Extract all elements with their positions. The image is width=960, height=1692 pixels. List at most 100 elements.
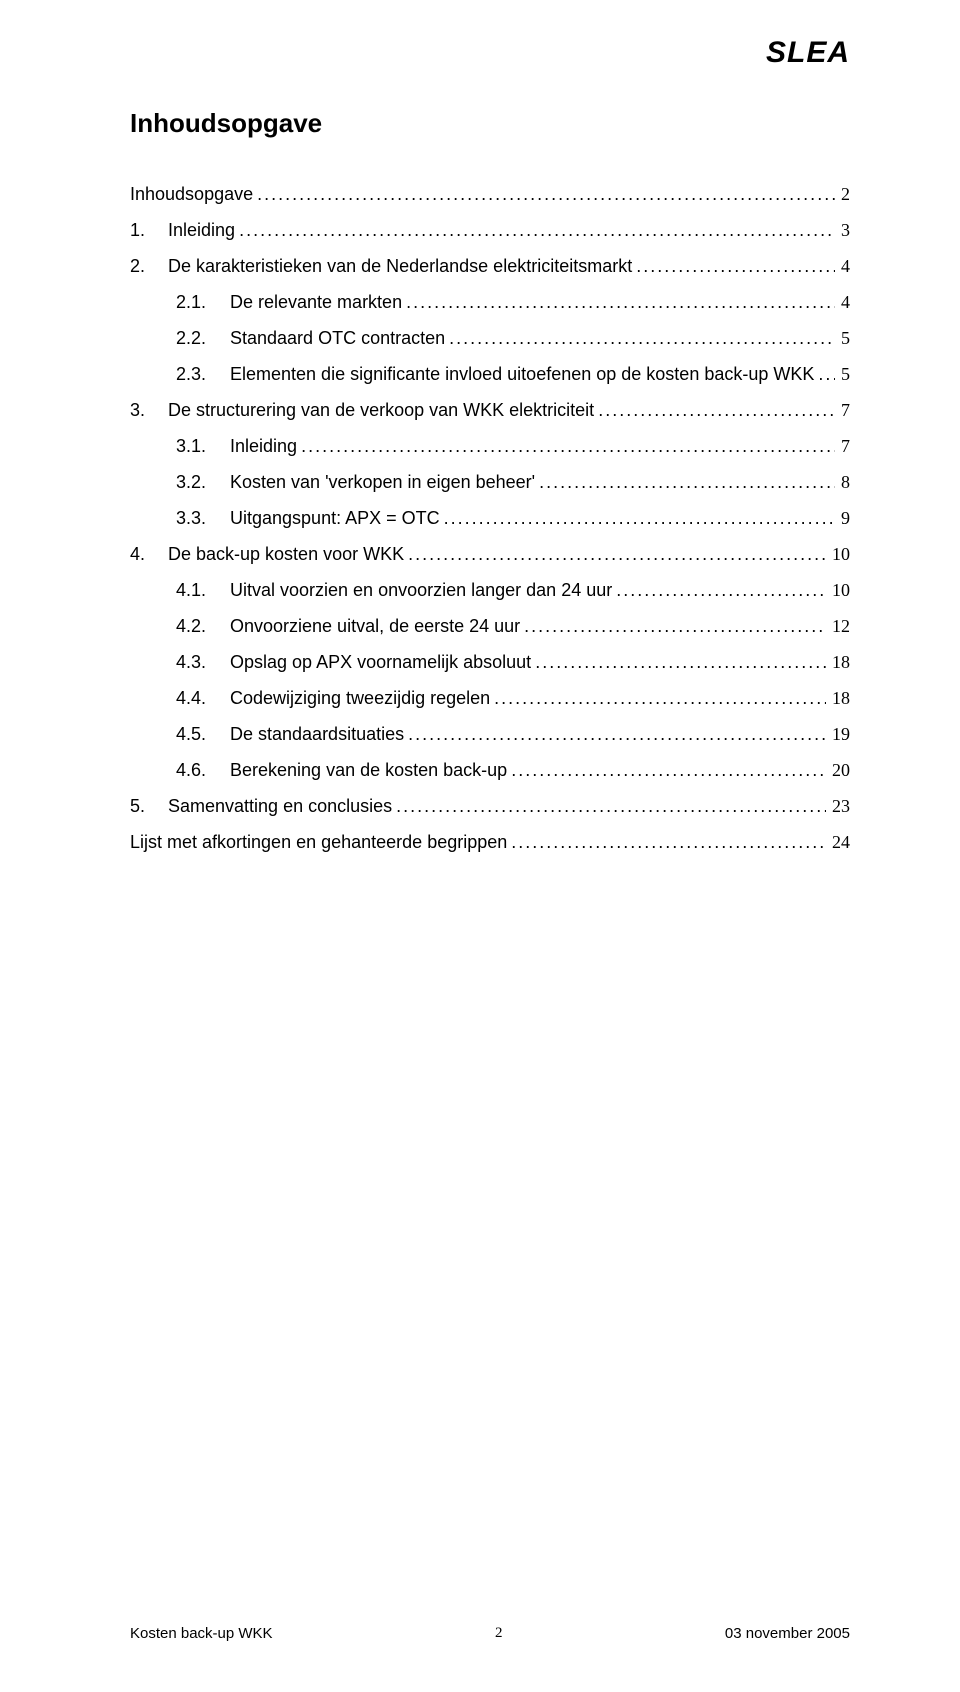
toc-leader-dots — [449, 329, 835, 347]
toc-entry-number: 4.6. — [176, 761, 230, 779]
toc-entry-text: Samenvatting en conclusies — [168, 797, 396, 815]
toc-row: 4.2.Onvoorziene uitval, de eerste 24 uur… — [130, 617, 850, 635]
footer-left: Kosten back-up WKK — [130, 1625, 273, 1642]
toc-entry-text: De back-up kosten voor WKK — [168, 545, 408, 563]
toc-entry-number: 4.4. — [176, 689, 230, 707]
toc-entry-text: Elementen die significante invloed uitoe… — [230, 365, 818, 383]
toc-entry-text: Inhoudsopgave — [130, 185, 257, 203]
toc-row: 1.Inleiding 3 — [130, 221, 850, 239]
toc-row: 3.3.Uitgangspunt: APX = OTC 9 — [130, 509, 850, 527]
toc-leader-dots — [406, 293, 835, 311]
toc-entry-number: 4.3. — [176, 653, 230, 671]
toc-leader-dots — [636, 257, 835, 275]
toc-leader-dots — [408, 545, 826, 563]
toc-entry-number: 4.2. — [176, 617, 230, 635]
toc-entry-number: 3. — [130, 401, 168, 419]
toc-leader-dots — [444, 509, 835, 527]
toc-entry-page: 24 — [826, 833, 850, 851]
toc-entry-text: Standaard OTC contracten — [230, 329, 449, 347]
toc-entry-text: Uitval voorzien en onvoorzien langer dan… — [230, 581, 616, 599]
toc-leader-dots — [239, 221, 835, 239]
toc-leader-dots — [396, 797, 826, 815]
toc-entry-text: De karakteristieken van de Nederlandse e… — [168, 257, 636, 275]
toc-entry-page: 18 — [826, 689, 850, 707]
toc-row: 4.3.Opslag op APX voornamelijk absoluut 1… — [130, 653, 850, 671]
brand-logo: SLEA — [766, 36, 850, 70]
footer-right: 03 november 2005 — [725, 1625, 850, 1642]
toc-leader-dots — [524, 617, 826, 635]
toc-leader-dots — [408, 725, 826, 743]
toc-leader-dots — [511, 833, 826, 851]
toc-leader-dots — [301, 437, 835, 455]
toc-entry-number: 4. — [130, 545, 168, 563]
toc-row: 3.1.Inleiding 7 — [130, 437, 850, 455]
toc-row: Lijst met afkortingen en gehanteerde beg… — [130, 833, 850, 851]
toc-entry-page: 10 — [826, 581, 850, 599]
page-title: Inhoudsopgave — [130, 108, 850, 139]
toc-entry-page: 7 — [835, 401, 850, 419]
toc-row: 4.De back-up kosten voor WKK 10 — [130, 545, 850, 563]
toc-entry-text: Onvoorziene uitval, de eerste 24 uur — [230, 617, 524, 635]
toc-entry-page: 3 — [835, 221, 850, 239]
toc-entry-text: Codewijziging tweezijdig regelen — [230, 689, 494, 707]
toc-entry-text: De structurering van de verkoop van WKK … — [168, 401, 598, 419]
toc-entry-text: Berekening van de kosten back-up — [230, 761, 511, 779]
toc-entry-page: 9 — [835, 509, 850, 527]
toc-entry-number: 3.3. — [176, 509, 230, 527]
table-of-contents: Inhoudsopgave21.Inleiding32.De karakteri… — [130, 185, 850, 851]
toc-entry-text: Inleiding — [230, 437, 301, 455]
toc-leader-dots — [598, 401, 835, 419]
toc-leader-dots — [257, 185, 835, 203]
toc-entry-text: De relevante markten — [230, 293, 406, 311]
toc-entry-page: 18 — [826, 653, 850, 671]
toc-leader-dots — [616, 581, 826, 599]
toc-entry-number: 2.3. — [176, 365, 230, 383]
toc-entry-text: Uitgangspunt: APX = OTC — [230, 509, 444, 527]
toc-row: 2.1.De relevante markten 4 — [130, 293, 850, 311]
toc-entry-number: 3.2. — [176, 473, 230, 491]
toc-row: 3.De structurering van de verkoop van WK… — [130, 401, 850, 419]
toc-entry-page: 10 — [826, 545, 850, 563]
toc-entry-page: 4 — [835, 293, 850, 311]
toc-entry-text: Kosten van 'verkopen in eigen beheer' — [230, 473, 539, 491]
toc-entry-page: 23 — [826, 797, 850, 815]
toc-entry-page: 7 — [835, 437, 850, 455]
toc-row: 2.3.Elementen die significante invloed u… — [130, 365, 850, 383]
toc-entry-number: 2.1. — [176, 293, 230, 311]
toc-entry-number: 3.1. — [176, 437, 230, 455]
toc-row: 2.De karakteristieken van de Nederlandse… — [130, 257, 850, 275]
toc-entry-number: 4.1. — [176, 581, 230, 599]
toc-entry-text: Lijst met afkortingen en gehanteerde beg… — [130, 833, 511, 851]
toc-row: Inhoudsopgave 2 — [130, 185, 850, 203]
toc-entry-number: 2. — [130, 257, 168, 275]
toc-leader-dots — [494, 689, 826, 707]
toc-entry-text: De standaardsituaties — [230, 725, 408, 743]
toc-entry-number: 1. — [130, 221, 168, 239]
toc-leader-dots — [539, 473, 835, 491]
toc-row: 4.4.Codewijziging tweezijdig regelen 18 — [130, 689, 850, 707]
toc-leader-dots — [511, 761, 826, 779]
toc-row: 4.1.Uitval voorzien en onvoorzien langer… — [130, 581, 850, 599]
toc-entry-number: 2.2. — [176, 329, 230, 347]
toc-entry-page: 5 — [835, 329, 850, 347]
toc-row: 4.5.De standaardsituaties 19 — [130, 725, 850, 743]
footer-page-number: 2 — [495, 1625, 503, 1642]
toc-entry-page: 4 — [835, 257, 850, 275]
toc-entry-number: 5. — [130, 797, 168, 815]
toc-leader-dots — [535, 653, 826, 671]
toc-row: 2.2.Standaard OTC contracten 5 — [130, 329, 850, 347]
page-footer: Kosten back-up WKK 2 03 november 2005 — [130, 1625, 850, 1642]
toc-entry-text: Opslag op APX voornamelijk absoluut — [230, 653, 535, 671]
toc-entry-page: 19 — [826, 725, 850, 743]
toc-entry-page: 8 — [835, 473, 850, 491]
toc-row: 4.6.Berekening van de kosten back-up 20 — [130, 761, 850, 779]
toc-entry-page: 12 — [826, 617, 850, 635]
toc-entry-page: 2 — [835, 185, 850, 203]
toc-entry-page: 20 — [826, 761, 850, 779]
toc-row: 5.Samenvatting en conclusies 23 — [130, 797, 850, 815]
toc-entry-number: 4.5. — [176, 725, 230, 743]
toc-entry-page: 5 — [835, 365, 850, 383]
toc-entry-text: Inleiding — [168, 221, 239, 239]
document-page: SLEA Inhoudsopgave Inhoudsopgave21.Inlei… — [0, 0, 960, 1692]
toc-leader-dots — [818, 365, 835, 383]
